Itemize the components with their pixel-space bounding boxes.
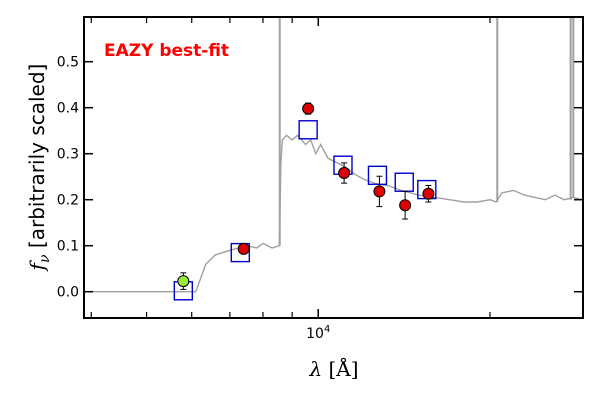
observed-photometry-point (237, 242, 250, 255)
observed-photometry-point (302, 102, 315, 115)
y-axis-label: fν [arbitrarily scaled] (25, 64, 53, 273)
y-tick-label: 0.1 (57, 239, 79, 255)
model-photometry-square (298, 120, 318, 140)
observed-photometry-point (373, 185, 386, 198)
observed-photometry-point (399, 199, 412, 212)
model-photometry-square (230, 242, 250, 263)
observed-photometry-layer (177, 102, 435, 290)
y-tick-label: 0.5 (57, 55, 79, 71)
model-photometry-square (367, 165, 388, 186)
plot-area (83, 16, 584, 319)
x-tick-label: 104 (306, 324, 330, 342)
y-tick-label: 0.2 (57, 193, 79, 209)
y-axis: 0.0 0.1 0.2 0.3 0.4 0.5 (57, 55, 582, 301)
y-tick-label: 0.3 (57, 147, 79, 163)
observed-photometry-point (338, 167, 351, 180)
observed-photometry-point (422, 187, 435, 200)
y-tick-label: 0.4 (57, 101, 79, 117)
annotation-label: EAZY best-fit (104, 41, 229, 61)
x-axis-label: λ [Å] (308, 356, 358, 381)
observed-photometry-point (177, 275, 190, 288)
y-tick-label: 0.0 (57, 285, 79, 301)
x-axis: 104 (90, 18, 491, 342)
